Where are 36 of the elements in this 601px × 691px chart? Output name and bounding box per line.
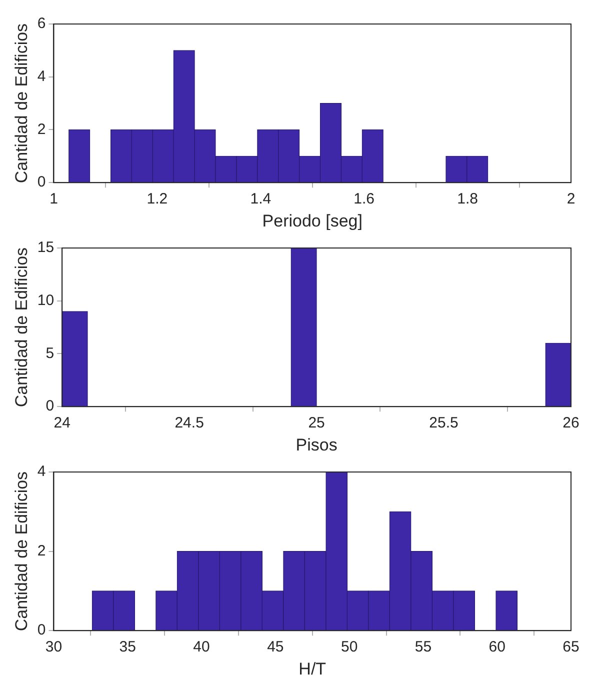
x-axis-title: Periodo [seg]	[262, 211, 362, 230]
x-tick-label: 35	[119, 638, 136, 656]
y-tick-label: 0	[46, 398, 54, 415]
x-tick-label: 24	[54, 414, 70, 432]
x-tick-label: 65	[562, 638, 580, 656]
y-axis-title: Cantidad de Edificios	[12, 23, 31, 184]
x-tick-label: 24.5	[174, 414, 204, 432]
x-tick-label: 55	[414, 638, 432, 656]
x-tick-label: 25.5	[429, 414, 458, 432]
x-tick-label: 1.4	[250, 190, 272, 208]
y-axis-title: Cantidad de Edificios	[12, 247, 31, 408]
x-tick-label: 1.8	[457, 190, 478, 208]
y-axis-title: Cantidad de Edificios	[12, 471, 31, 632]
x-tick-label: 25	[308, 414, 325, 432]
y-tick-label: 0	[37, 622, 46, 639]
x-tick-label: 45	[267, 638, 284, 656]
y-tick-label: 10	[37, 292, 54, 310]
x-tick-label: 2	[566, 190, 576, 208]
x-tick-label: 40	[193, 638, 210, 656]
x-axis-title: Pisos	[296, 435, 338, 454]
x-axis-title: H/T	[298, 659, 326, 678]
y-tick-label: 2	[37, 542, 46, 560]
y-tick-label: 6	[37, 15, 46, 32]
y-tick-label: 0	[37, 174, 46, 191]
y-tick-label: 4	[37, 68, 46, 86]
y-tick-label: 4	[37, 463, 46, 480]
x-tick-label: 1.2	[146, 190, 168, 208]
y-tick-label: 5	[46, 344, 54, 362]
x-tick-label: 1.6	[354, 190, 375, 208]
y-tick-label: 15	[37, 239, 54, 256]
y-tick-label: 2	[37, 120, 46, 138]
x-tick-label: 26	[562, 414, 580, 432]
x-tick-label: 1	[50, 190, 58, 208]
x-tick-label: 50	[340, 638, 358, 656]
x-tick-label: 60	[488, 638, 506, 656]
x-tick-label: 30	[45, 638, 62, 656]
